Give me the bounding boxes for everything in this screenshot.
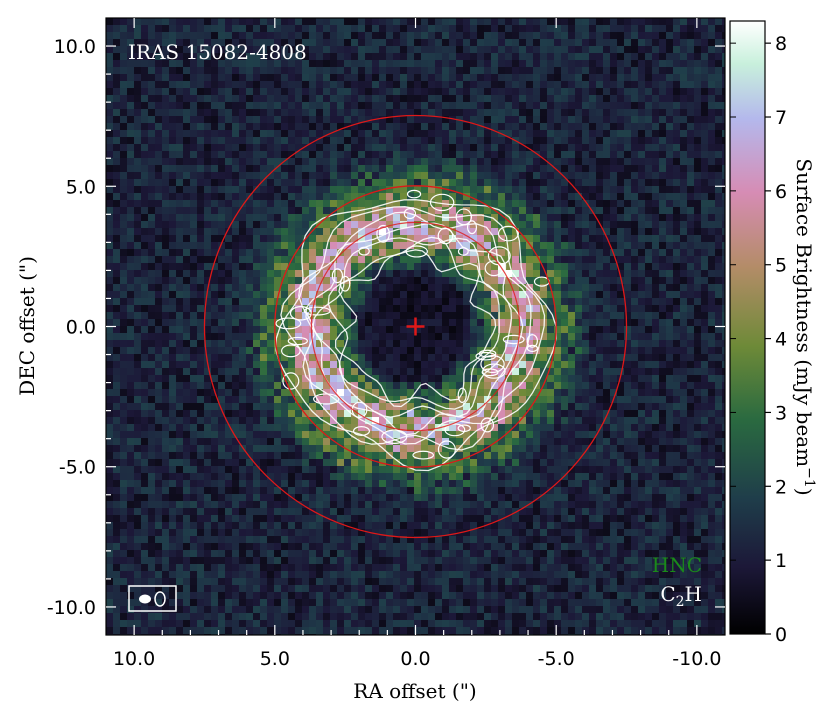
legend-c2h: C2H bbox=[660, 582, 702, 610]
y-tick-label: -5.0 bbox=[59, 457, 96, 479]
colorbar-tick-label: 5 bbox=[775, 255, 787, 277]
colorbar-tick-label: 4 bbox=[775, 329, 787, 351]
colorbar-tick-label: 2 bbox=[775, 476, 787, 498]
colorbar-tick-label: 8 bbox=[775, 33, 787, 55]
x-tick-label: -5.0 bbox=[538, 648, 575, 670]
colorbar-tick-label: 3 bbox=[775, 402, 787, 424]
star-marker bbox=[406, 317, 425, 336]
y-tick-label: 10.0 bbox=[54, 36, 96, 58]
colorbar-tick-label: 0 bbox=[775, 624, 787, 646]
x-axis-label: RA offset (") bbox=[353, 679, 476, 703]
hnc-color-map bbox=[106, 18, 725, 635]
y-tick-label: 0.0 bbox=[66, 317, 96, 339]
y-tick-label: -10.0 bbox=[47, 597, 96, 619]
colorbar-tick-label: 7 bbox=[775, 107, 787, 129]
y-tick-label: 5.0 bbox=[66, 176, 96, 198]
x-tick-label: 10.0 bbox=[113, 648, 155, 670]
y-axis-label: DEC offset (") bbox=[15, 256, 39, 396]
colorbar bbox=[729, 20, 766, 635]
x-tick-label: 0.0 bbox=[400, 648, 430, 670]
axis-ticks bbox=[106, 18, 725, 635]
legend-hnc: HNC bbox=[652, 553, 702, 577]
beam-indicator bbox=[128, 585, 177, 612]
colorbar-tick-label: 1 bbox=[775, 550, 787, 572]
chart-title: IRAS 15082-4808 bbox=[128, 40, 307, 64]
colorbar-label: Surface Brightness (mJy beam−1) bbox=[792, 158, 817, 495]
x-tick-label: 5.0 bbox=[260, 648, 290, 670]
c2h-contours bbox=[275, 189, 557, 472]
colorbar-ticks: 0 1 2 3 4 5 6 7 8 bbox=[730, 33, 787, 646]
x-tick-label: -10.0 bbox=[672, 648, 721, 670]
tick-labels: 10.0 5.0 0.0 -5.0 -10.0 10.0 5.0 0.0 -5.0 -10.0 bbox=[47, 36, 722, 670]
colorbar-tick-label: 6 bbox=[775, 181, 787, 203]
reference-circles bbox=[203, 114, 628, 539]
